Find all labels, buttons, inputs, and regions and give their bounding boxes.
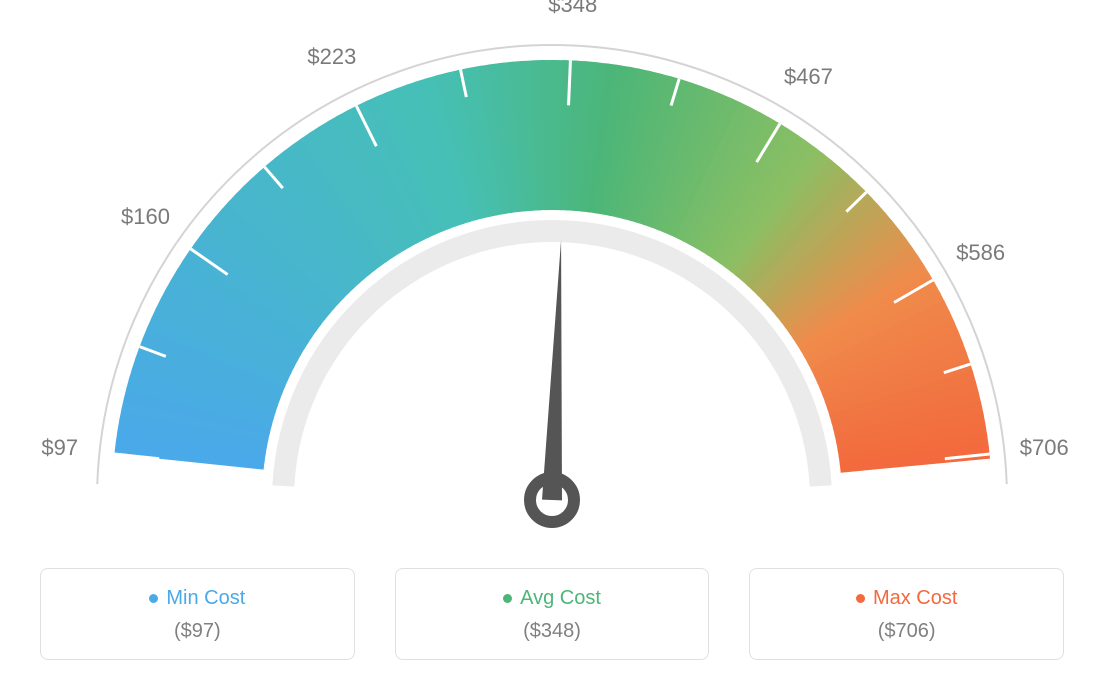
tick-labels-layer: $97$160$223$348$467$586$706 <box>52 20 1052 560</box>
tick-label: $586 <box>956 240 1005 266</box>
tick-label: $706 <box>1020 435 1069 461</box>
legend-avg-value: ($348) <box>406 620 699 643</box>
legend-max-value: ($706) <box>760 620 1053 643</box>
legend-avg-title: Avg Cost <box>520 587 601 610</box>
legend-avg-label: Avg Cost <box>503 587 601 610</box>
legend-min-title: Min Cost <box>166 587 245 610</box>
legend-max: Max Cost ($706) <box>749 568 1064 660</box>
tick-label: $97 <box>41 435 78 461</box>
legend-min-label: Min Cost <box>149 587 245 610</box>
legend-max-label: Max Cost <box>856 587 957 610</box>
tick-label: $160 <box>121 204 170 230</box>
tick-label: $223 <box>307 44 356 70</box>
gauge-chart: $97$160$223$348$467$586$706 <box>52 20 1052 565</box>
dot-icon <box>856 594 865 603</box>
legend-row: Min Cost ($97) Avg Cost ($348) Max Cost … <box>0 568 1104 660</box>
tick-label: $467 <box>784 64 833 90</box>
dot-icon <box>503 594 512 603</box>
legend-min: Min Cost ($97) <box>40 568 355 660</box>
legend-max-title: Max Cost <box>873 587 957 610</box>
legend-min-value: ($97) <box>51 620 344 643</box>
tick-label: $348 <box>548 0 597 18</box>
legend-avg: Avg Cost ($348) <box>395 568 710 660</box>
dot-icon <box>149 594 158 603</box>
